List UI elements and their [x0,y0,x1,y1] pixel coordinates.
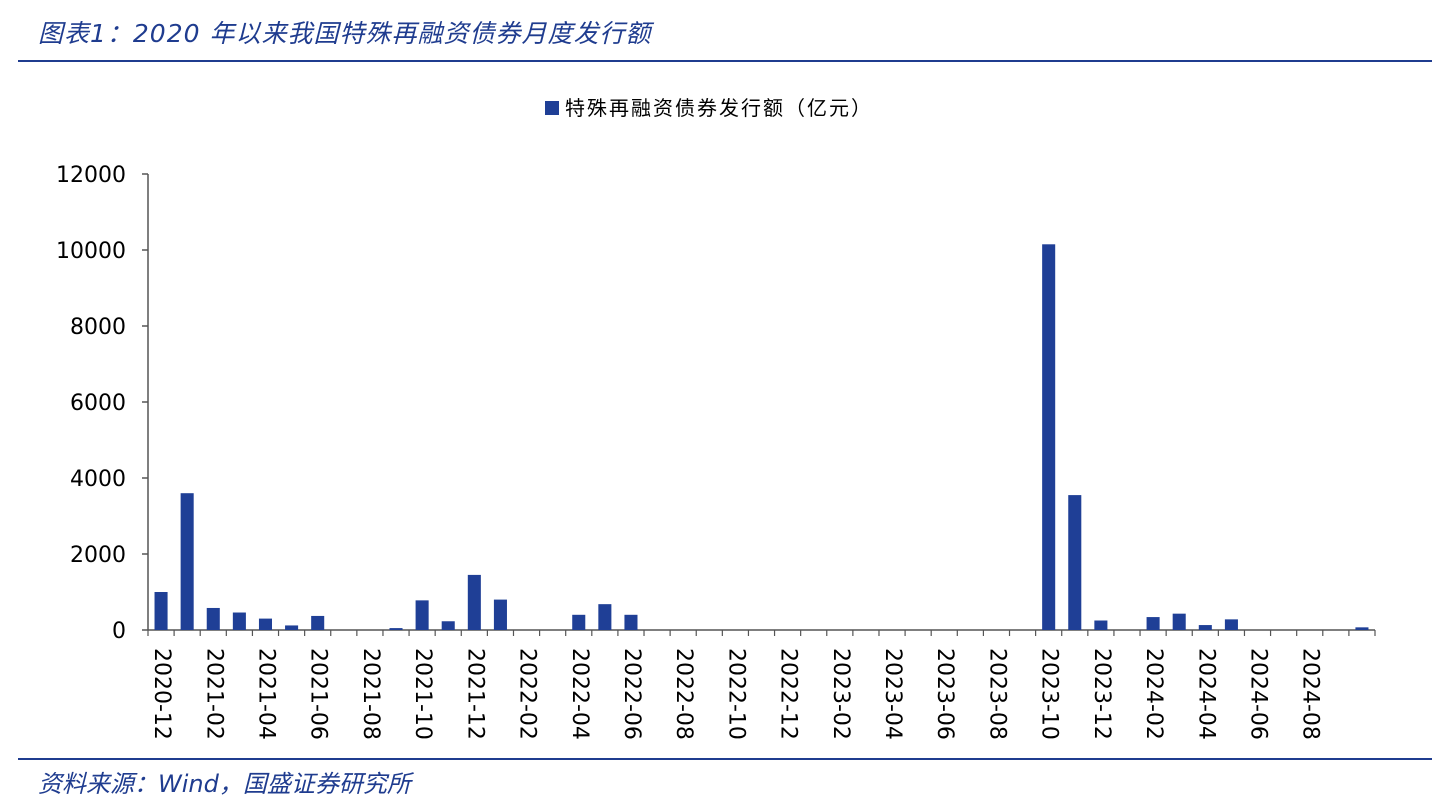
bar-2021-06 [311,615,325,630]
x-tick-label: 2024-06 [1246,648,1271,740]
source-note: 资料来源：Wind，国盛证券研究所 [38,770,411,798]
y-tick-label: 8000 [70,315,126,340]
bar-2022-01 [493,599,507,630]
title-divider [18,60,1432,62]
bar-2024-04 [1198,625,1212,630]
bar-2021-10 [415,600,429,630]
y-tick-label: 10000 [56,239,126,264]
x-tick-label: 2021-12 [462,648,487,740]
bar-2021-03 [232,612,246,630]
x-tick-label: 2023-08 [984,648,1009,740]
bar-2022-04 [572,614,586,630]
x-tick-label: 2023-02 [828,648,853,740]
x-tick-label: 2024-02 [1141,648,1166,740]
x-tick-label: 2022-02 [515,648,540,740]
x-tick-label: 2020-12 [149,648,174,740]
bar-2021-05 [285,625,299,630]
x-tick-label: 2022-10 [723,648,748,740]
bar-2024-02 [1146,617,1160,630]
bar-2020-12 [154,592,168,630]
legend-swatch [545,101,559,115]
bar-2024-03 [1172,613,1186,630]
x-tick-label: 2022-04 [567,648,592,740]
bar-2021-02 [206,607,220,630]
y-tick-label: 12000 [56,163,126,188]
x-tick-label: 2021-08 [358,648,383,740]
y-tick-label: 6000 [70,391,126,416]
bar-2021-09 [389,628,403,630]
x-tick-label: 2021-04 [253,648,278,740]
x-tick-label: 2022-06 [619,648,644,740]
x-tick-label: 2023-06 [932,648,957,740]
x-tick-label: 2021-02 [201,648,226,740]
footer-divider [18,758,1432,760]
x-tick-label: 2024-08 [1298,648,1323,740]
bar-2024-05 [1224,619,1238,630]
chart-title: 图表1：2020 年以来我国特殊再融资债券月度发行额 [38,19,652,48]
bar-2021-01 [180,493,194,630]
bar-2021-11 [441,621,455,630]
bar-2022-05 [598,604,612,630]
bar-2022-06 [624,614,638,630]
x-tick-label: 2022-08 [671,648,696,740]
x-tick-label: 2023-04 [880,648,905,740]
bar-2021-12 [467,574,481,630]
y-tick-label: 0 [112,619,126,644]
y-tick-label: 2000 [70,543,126,568]
x-tick-label: 2024-04 [1193,648,1218,740]
bar-2023-10 [1042,244,1056,631]
y-tick-label: 4000 [70,467,126,492]
x-tick-label: 2022-12 [776,648,801,740]
bar-2024-10 [1355,627,1369,630]
bar-2023-12 [1094,620,1108,630]
legend-label: 特殊再融资债券发行额（亿元） [565,96,873,120]
x-tick-label: 2023-12 [1089,648,1114,740]
bar-chart: 特殊再融资债券发行额（亿元） 0 2000 4000 6000 8000 10000 1200… [56,96,1376,740]
x-tick-label: 2023-10 [1037,648,1062,740]
x-tick-label: 2021-06 [306,648,331,740]
bar-2021-04 [258,618,273,630]
x-tick-label: 2021-10 [410,648,435,740]
bar-2023-11 [1068,495,1082,630]
